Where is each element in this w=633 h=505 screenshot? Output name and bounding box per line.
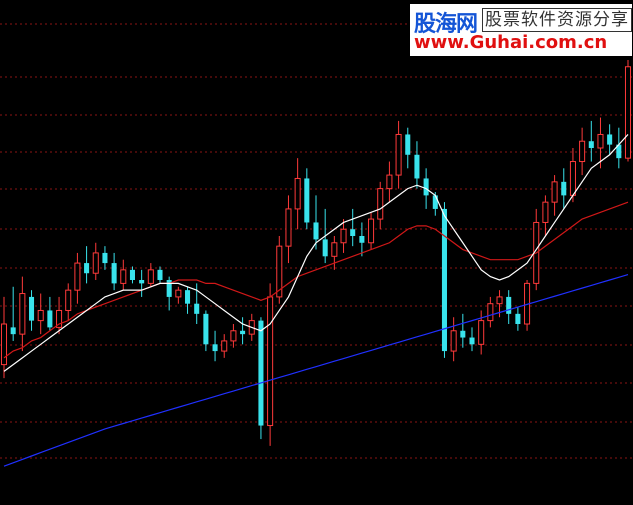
candle-up (221, 340, 228, 352)
candle-up (65, 289, 72, 311)
candle-down (423, 178, 429, 196)
candle-up (331, 242, 338, 257)
candle-up (19, 293, 26, 335)
candle-up (377, 188, 384, 220)
candle-down (185, 290, 191, 304)
candle-up (230, 330, 237, 342)
candle-up (478, 320, 485, 345)
candle-down (129, 269, 135, 280)
candle-down (414, 154, 420, 179)
candle-down (561, 181, 567, 196)
candle-up (147, 269, 154, 284)
candle-up (92, 252, 99, 274)
candle-down (212, 344, 218, 352)
candle-up (395, 133, 402, 176)
candle-down (29, 296, 35, 321)
candle-up (569, 161, 576, 196)
tagline: 股票软件资源分享 (482, 8, 632, 32)
site-url: www.Guhai.com.cn (414, 32, 608, 53)
candle-down (350, 229, 356, 236)
candle-up (276, 245, 283, 298)
candle-up (74, 262, 81, 291)
brand-name: 股海网 (414, 12, 478, 37)
candle-up (450, 330, 457, 352)
candle-down (102, 252, 108, 264)
candle-down (111, 263, 117, 284)
candle-up (551, 181, 558, 203)
watermark-logo: 股海网 股票软件资源分享 www.Guhai.com.cn (410, 4, 632, 56)
candle-down (194, 303, 200, 314)
candle-up (496, 296, 503, 305)
candle-down (506, 296, 512, 314)
candle-down (460, 330, 466, 338)
candle-up (579, 140, 586, 163)
candle-down (313, 222, 319, 240)
candle-up (0, 323, 8, 366)
candle-down (616, 144, 622, 159)
candle-up (285, 208, 292, 247)
candle-down (240, 330, 246, 335)
ma-short-line (3, 134, 629, 372)
candle-down (166, 280, 172, 297)
candle-down (322, 239, 328, 257)
candle-up (597, 133, 604, 149)
candle-down (203, 313, 209, 345)
candle-down (258, 320, 264, 426)
candle-down (405, 134, 411, 155)
candle-down (607, 134, 613, 145)
candle-down (359, 236, 365, 243)
candle-up (120, 269, 127, 284)
candle-up (368, 218, 375, 244)
candle-up (267, 296, 274, 427)
candle-down (139, 280, 145, 284)
candle-up (340, 228, 347, 244)
candle-down (441, 208, 447, 352)
candle-down (304, 178, 310, 223)
candle-down (47, 310, 53, 328)
candle-up (294, 177, 301, 210)
candle-up (624, 66, 632, 159)
moving-average-lines (3, 134, 629, 467)
candle-up (175, 289, 182, 298)
ma-mid-line (3, 201, 629, 359)
candle-down (588, 141, 594, 148)
candle-down (157, 269, 163, 280)
grid-lines (0, 23, 633, 459)
candle-up (37, 309, 44, 322)
candle-up (487, 303, 494, 322)
candle-down (469, 337, 475, 345)
candle-down (432, 195, 438, 209)
candle-down (84, 263, 90, 274)
candle-up (56, 309, 63, 328)
ma-long-line (3, 274, 629, 467)
candle-down (515, 313, 521, 324)
candle-down (10, 327, 16, 335)
candle-up (542, 201, 549, 223)
candle-up (386, 174, 393, 190)
